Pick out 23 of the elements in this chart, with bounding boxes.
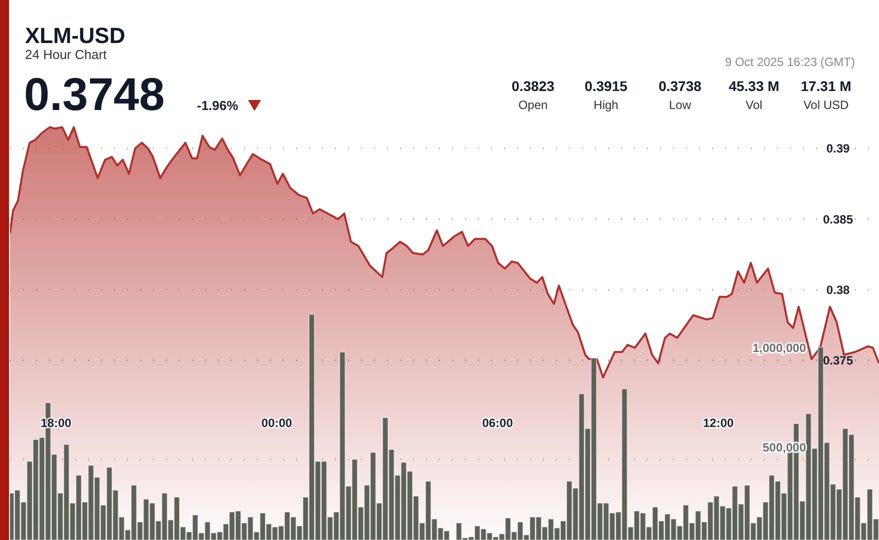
- y-tick-label: 0.375: [822, 354, 854, 368]
- annotation: 0.3915: [584, 78, 628, 94]
- x-tick-label: 12:00: [702, 416, 734, 430]
- annotation: High: [594, 98, 618, 112]
- annotation: 0.3748: [24, 68, 165, 120]
- annotation: 0.3823: [512, 78, 555, 94]
- y2-tick-label: 1,000,000: [752, 341, 806, 355]
- annotation: 17.31 M: [800, 78, 852, 94]
- annotation: 0.3738: [658, 78, 702, 94]
- annotation: 9 Oct 2025 16:23 (GMT): [724, 55, 855, 69]
- y-tick-label: 0.39: [826, 142, 850, 156]
- annotation: 45.33 M: [728, 78, 780, 94]
- annotation: -1.96%: [197, 98, 239, 113]
- x-tick-label: 06:00: [482, 416, 514, 430]
- text: 24 Hour Chart: [25, 47, 108, 62]
- annotation: Open: [518, 98, 548, 112]
- y-tick-label: 0.38: [826, 282, 850, 297]
- annotation: Vol USD: [803, 98, 850, 112]
- text: XLM-USD: [25, 23, 126, 48]
- annotation: Low: [668, 98, 692, 112]
- y-tick-label: 0.385: [822, 212, 854, 226]
- annotation: Vol: [746, 98, 762, 112]
- x-tick-label: 00:00: [261, 416, 292, 430]
